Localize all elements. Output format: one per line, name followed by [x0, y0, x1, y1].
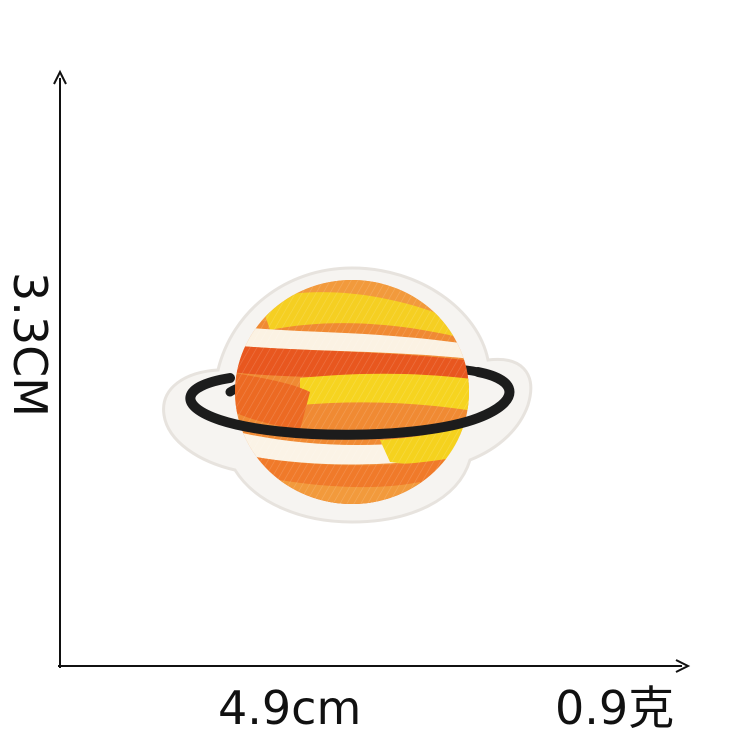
height-label: 3.3CM	[3, 272, 57, 417]
ring-front	[185, 367, 515, 440]
horizontal-axis-arrow-icon	[675, 659, 691, 673]
vertical-axis-arrow-icon	[53, 69, 67, 85]
planet-patch-icon	[162, 266, 533, 524]
width-label: 4.9cm	[218, 681, 362, 735]
weight-label: 0.9克	[555, 681, 675, 735]
